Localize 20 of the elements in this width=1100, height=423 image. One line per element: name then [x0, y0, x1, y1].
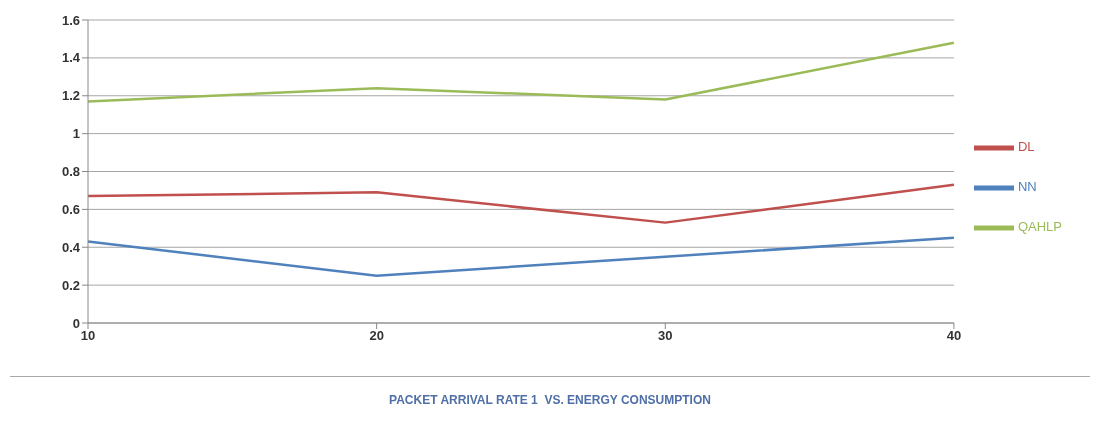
- y-tick-label: 0.4: [61, 239, 81, 255]
- y-tick-label: 0: [72, 315, 80, 331]
- y-tick-label: 1.2: [61, 88, 80, 104]
- legend-label: QAHLP: [1017, 219, 1062, 235]
- line-series: [86, 41, 956, 103]
- y-tick-label: 1.6: [61, 12, 80, 28]
- y-tick-label: 0.6: [61, 201, 80, 217]
- x-tick-label: 40: [946, 328, 962, 344]
- line-series: [86, 236, 956, 277]
- x-tick-label: 20: [369, 328, 384, 344]
- line-series: [86, 183, 956, 224]
- text: PACKET ARRIVAL RATE 1 VS. ENERGY CONSUMPTION: [388, 393, 712, 407]
- x-tick-label: 30: [658, 328, 673, 344]
- y-tick-label: 1.4: [61, 50, 81, 66]
- y-tick-label: 0.2: [61, 277, 80, 293]
- legend-label: DL: [1017, 139, 1035, 155]
- x-tick-label: 10: [80, 328, 96, 344]
- legend-label: NN: [1017, 179, 1037, 195]
- y-tick-label: 1: [72, 126, 80, 142]
- y-tick-label: 0.8: [61, 164, 80, 180]
